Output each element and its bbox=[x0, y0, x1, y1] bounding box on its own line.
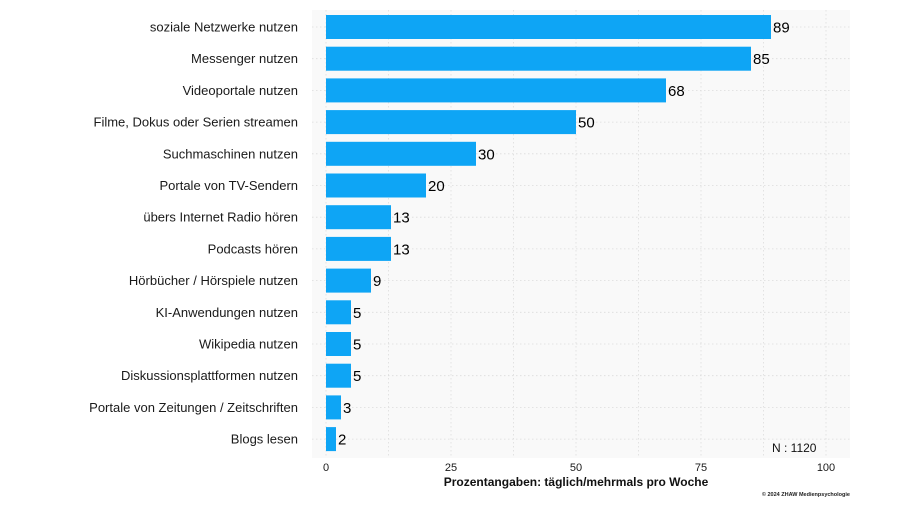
x-tick-label: 50 bbox=[570, 462, 582, 474]
x-tick-labels: 0 25 50 75 100 bbox=[323, 462, 835, 474]
plot-background bbox=[312, 10, 850, 458]
x-tick-label: 0 bbox=[323, 462, 329, 474]
bar bbox=[326, 332, 351, 356]
value-label: 5 bbox=[353, 368, 361, 385]
copyright-note: © 2024 ZHAW Medienpsychologie bbox=[762, 491, 850, 498]
bar bbox=[326, 110, 576, 135]
category-label: Suchmaschinen nutzen bbox=[163, 146, 298, 161]
category-label: Hörbücher / Hörspiele nutzen bbox=[129, 273, 298, 288]
value-label: 85 bbox=[753, 51, 770, 68]
grid-lines bbox=[312, 10, 850, 458]
value-label: 3 bbox=[343, 400, 351, 417]
value-label: 2 bbox=[338, 432, 346, 449]
category-label: Portale von Zeitungen / Zeitschriften bbox=[89, 400, 298, 415]
value-label: 89 bbox=[773, 20, 790, 37]
value-label: 5 bbox=[353, 337, 361, 354]
bar bbox=[326, 236, 391, 261]
x-tick-label: 25 bbox=[445, 462, 457, 474]
bar bbox=[326, 395, 341, 420]
bar bbox=[326, 300, 351, 325]
category-label: übers Internet Radio hören bbox=[143, 210, 298, 225]
sample-size-note: N : 1120 bbox=[772, 441, 817, 455]
bar bbox=[326, 363, 351, 388]
category-label: KI-Anwendungen nutzen bbox=[156, 305, 298, 320]
value-label: 50 bbox=[578, 115, 595, 132]
x-tick-label: 75 bbox=[695, 462, 707, 474]
category-label: Wikipedia nutzen bbox=[199, 337, 298, 352]
value-label: 13 bbox=[393, 241, 410, 258]
bar bbox=[326, 268, 371, 293]
value-label: 30 bbox=[478, 146, 495, 163]
category-label: Portale von TV-Sendern bbox=[159, 178, 298, 193]
bar bbox=[326, 15, 771, 39]
bar bbox=[326, 78, 666, 103]
bar bbox=[326, 46, 751, 71]
category-label: Videoportale nutzen bbox=[183, 83, 298, 98]
category-label: Messenger nutzen bbox=[191, 51, 298, 66]
bar bbox=[326, 141, 476, 166]
bar bbox=[326, 427, 336, 452]
category-labels: soziale Netzwerke nutzen Messenger nutzen… bbox=[89, 20, 298, 447]
value-label: 20 bbox=[428, 178, 445, 195]
bar bbox=[326, 173, 426, 198]
value-label: 68 bbox=[668, 83, 685, 100]
category-label: Filme, Dokus oder Serien streamen bbox=[94, 115, 298, 130]
bar bbox=[326, 205, 391, 230]
bars-group bbox=[326, 15, 771, 452]
category-label: soziale Netzwerke nutzen bbox=[150, 20, 298, 35]
value-label: 5 bbox=[353, 305, 361, 322]
value-label: 13 bbox=[393, 210, 410, 227]
category-label: Blogs lesen bbox=[231, 432, 298, 447]
category-label: Diskussionsplattformen nutzen bbox=[121, 368, 298, 383]
value-label: 9 bbox=[373, 273, 381, 290]
x-axis-title: Prozentangaben: täglich/mehrmals pro Woc… bbox=[444, 475, 709, 489]
category-label: Podcasts hören bbox=[208, 241, 298, 256]
x-tick-label: 100 bbox=[817, 462, 835, 474]
